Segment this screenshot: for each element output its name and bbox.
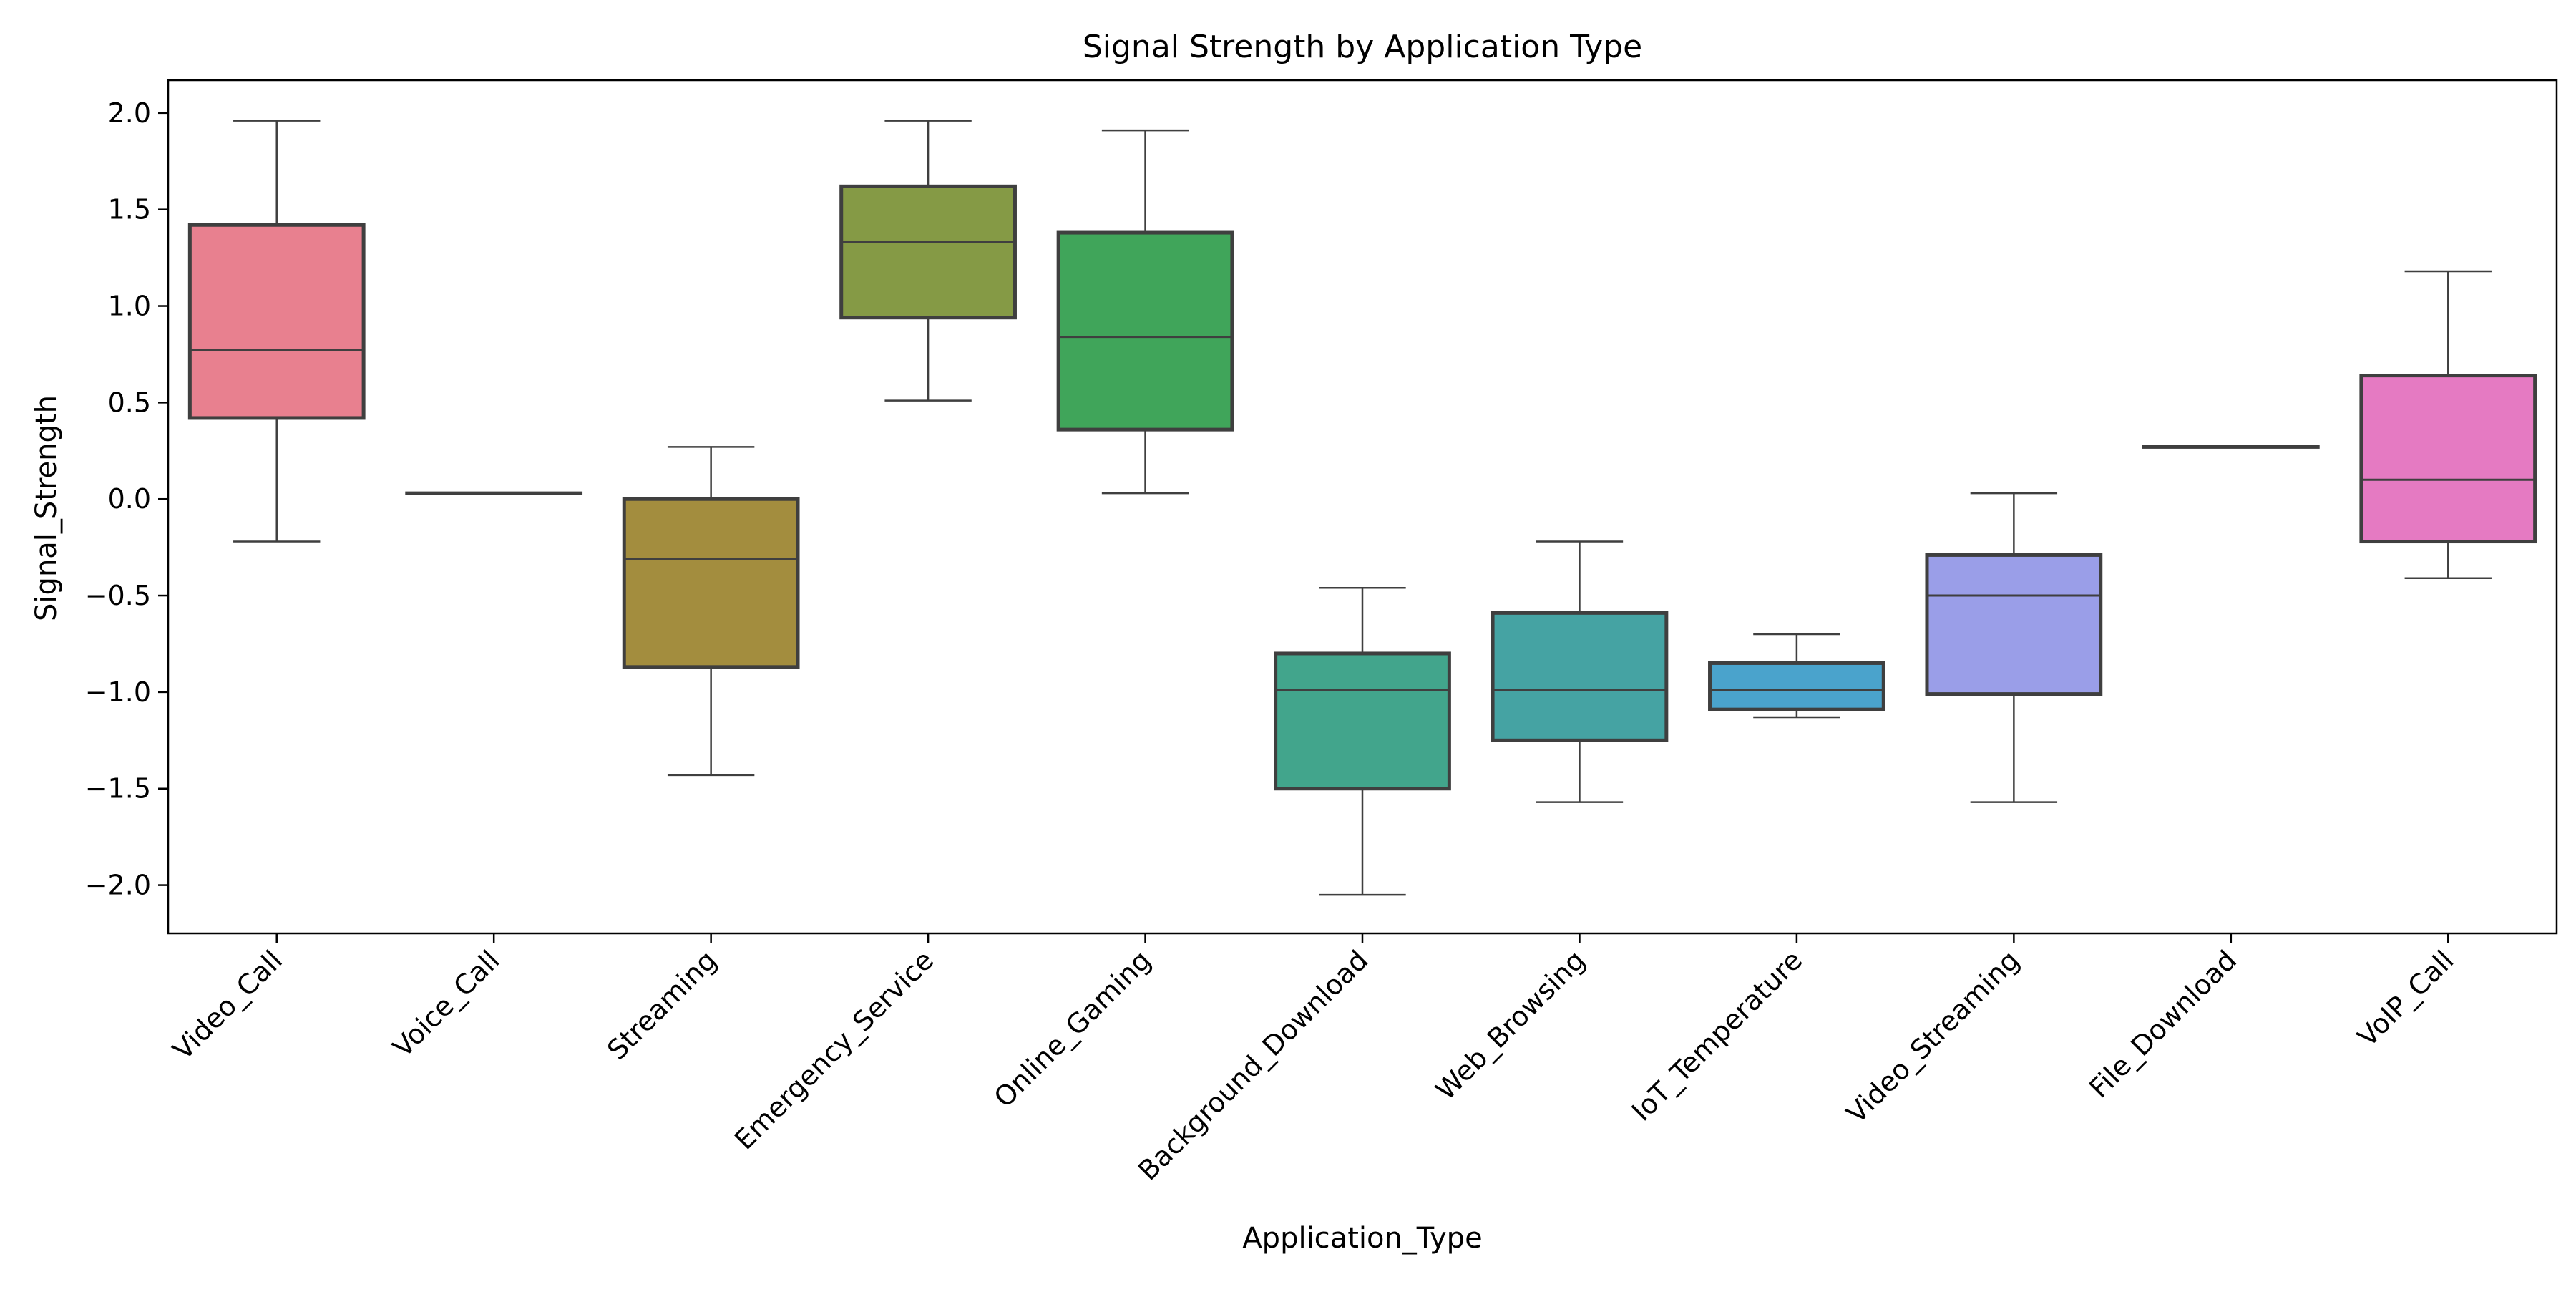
y-tick-label: 0.5 (108, 387, 151, 418)
box-Online_Gaming (1058, 130, 1232, 493)
box-IoT_Temperature (1710, 634, 1884, 717)
y-tick-label: −1.5 (85, 773, 151, 805)
box-iqr (1927, 555, 2101, 694)
x-tick-label: Streaming (601, 944, 723, 1066)
x-tick-label: Video_Call (167, 944, 288, 1066)
x-tick-label: Background_Download (1132, 944, 1374, 1186)
y-tick-label: −2.0 (85, 870, 151, 901)
box-Background_Download (1276, 588, 1450, 895)
y-tick-label: 2.0 (108, 97, 151, 129)
x-axis-label: Application_Type (1242, 1222, 1482, 1255)
x-tick-label: Emergency_Service (728, 944, 940, 1155)
box-iqr (1493, 613, 1667, 740)
y-axis-label: Signal_Strength (30, 395, 63, 621)
x-tick-label: Web_Browsing (1430, 944, 1591, 1106)
chart-title: Signal Strength by Application Type (1083, 29, 1642, 65)
box-iqr (624, 499, 798, 667)
box-VoIP_Call (2361, 271, 2535, 578)
box-Web_Browsing (1493, 542, 1667, 802)
y-axis: −2.0 −1.5 −1.0 −0.5 0.0 0.5 1.0 1.5 2.0 (85, 97, 168, 901)
box-Emergency_Service (841, 121, 1015, 401)
y-tick-label: 1.5 (108, 194, 151, 225)
box-Video_Call (190, 121, 364, 542)
y-tick-label: −1.0 (85, 676, 151, 708)
boxes-layer (190, 121, 2534, 895)
box-iqr (190, 225, 364, 418)
x-tick-label: VoIP_Call (2351, 944, 2460, 1053)
x-tick-label: Video_Streaming (1840, 944, 2026, 1130)
box-iqr (1276, 654, 1450, 789)
y-tick-label: −0.5 (85, 580, 151, 611)
box-iqr (1058, 233, 1232, 429)
box-iqr (2361, 376, 2535, 542)
box-Video_Streaming (1927, 493, 2101, 802)
box-iqr (841, 186, 1015, 317)
x-tick-label: Online_Gaming (988, 944, 1157, 1113)
box-Streaming (624, 447, 798, 774)
y-tick-label: 0.0 (108, 483, 151, 515)
x-tick-label: File_Download (2083, 944, 2243, 1104)
box-iqr (1710, 663, 1884, 709)
y-tick-label: 1.0 (108, 291, 151, 322)
x-tick-label: IoT_Temperature (1626, 944, 1809, 1127)
x-tick-label: Voice_Call (386, 944, 505, 1063)
